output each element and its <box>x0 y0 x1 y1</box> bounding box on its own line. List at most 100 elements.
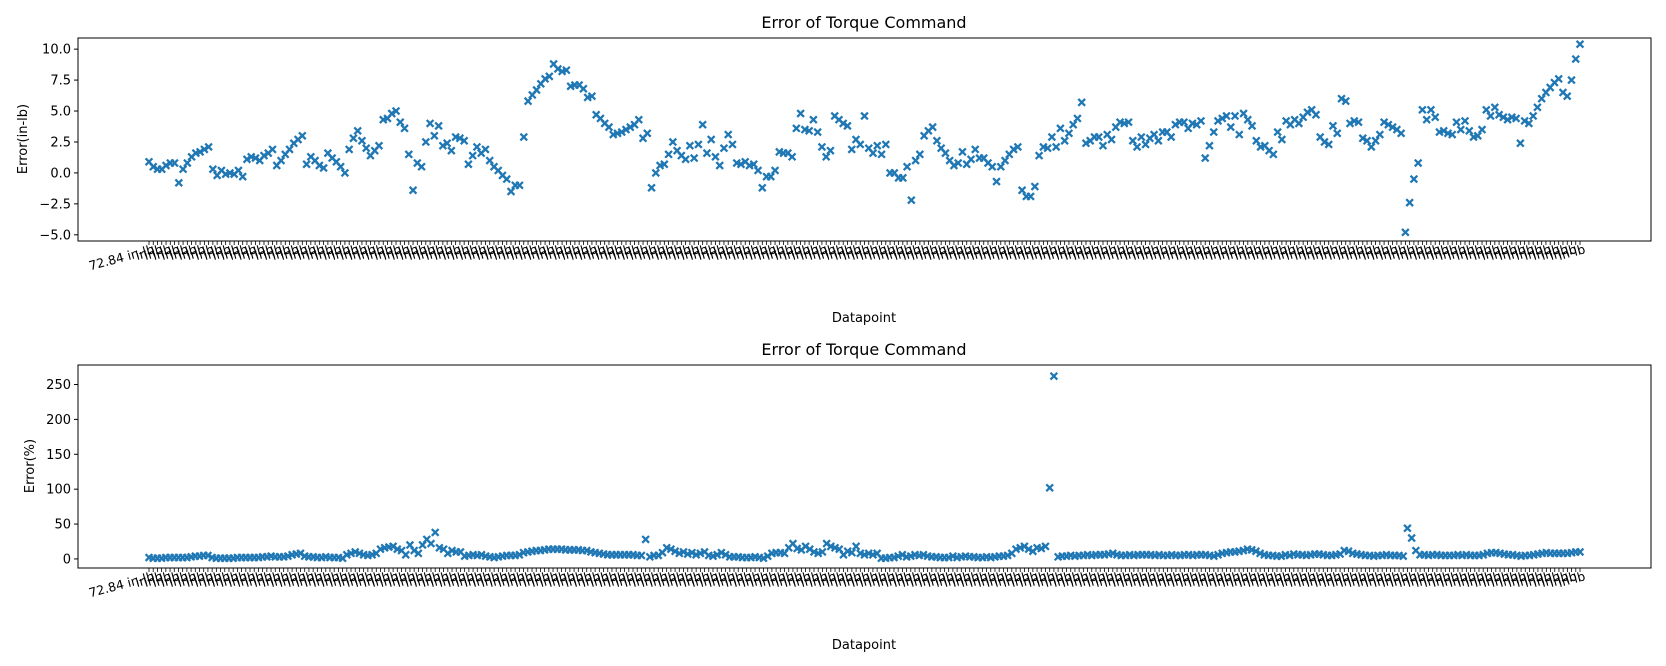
x-tick-label: in-lb <box>262 241 292 263</box>
data-point <box>414 549 423 558</box>
data-point <box>481 145 490 154</box>
x-tick-label: in-lb <box>1497 241 1527 263</box>
data-point <box>813 127 822 137</box>
data-point <box>1013 142 1023 152</box>
data-point <box>234 166 243 175</box>
data-point <box>438 141 448 150</box>
x-tick-label: in-lb <box>328 568 358 590</box>
data-point <box>1388 122 1397 132</box>
data-point <box>1575 39 1585 49</box>
x-tick-label: in-lb <box>986 241 1016 263</box>
x-tick-label: in-lb <box>1284 241 1314 263</box>
x-tick-label: in-lb <box>555 568 585 590</box>
data-point <box>1043 143 1052 153</box>
data-point <box>1482 105 1491 114</box>
x-tick-label: in-lb <box>373 241 403 263</box>
data-point <box>276 156 286 165</box>
x-tick-label: in-lb <box>279 241 309 263</box>
x-tick-label: in-lb <box>900 568 930 590</box>
x-tick-label: in-lb <box>432 241 462 263</box>
x-tick-label: in-lb <box>1371 568 1401 590</box>
data-point <box>1494 110 1504 119</box>
x-tick-label: in-lb <box>1122 241 1152 263</box>
x-tick-label: in-lb <box>1216 241 1246 263</box>
data-point <box>1051 142 1061 152</box>
data-point <box>485 156 494 165</box>
chart-title: Error of Torque Command <box>761 13 966 32</box>
x-tick-label: in-lb <box>269 568 299 590</box>
x-tick-label: in-lb <box>909 241 939 263</box>
x-tick-label: in-lb <box>1420 241 1450 263</box>
x-tick-label: in-lb <box>313 241 343 263</box>
x-tick-label: in-lb <box>1363 568 1393 590</box>
y-tick-label: 200 <box>46 413 71 428</box>
data-point <box>988 162 997 171</box>
data-point <box>736 160 746 169</box>
x-tick-label: in-lb <box>338 241 368 263</box>
x-tick-label: in-lb <box>1429 241 1459 263</box>
data-point <box>694 140 703 149</box>
data-point <box>1149 130 1159 139</box>
data-point <box>1037 544 1046 553</box>
x-tick-label: in-lb <box>1430 568 1460 590</box>
x-tick-label: in-lb <box>1088 241 1118 263</box>
x-tick-label: in-lb <box>294 568 324 590</box>
x-tick-label: in-lb <box>202 241 232 263</box>
data-point <box>170 158 179 168</box>
x-tick-label: in-lb <box>689 568 719 590</box>
x-tick-label: in-lb <box>1237 568 1267 590</box>
x-tick-label: in-lb <box>1531 241 1561 263</box>
data-point <box>336 162 345 171</box>
x-tick-label: in-lb <box>664 568 694 590</box>
x-tick-label: in-lb <box>1003 241 1033 263</box>
x-tick-label: in-lb <box>353 568 383 590</box>
data-point <box>1528 111 1538 121</box>
x-tick-label: in-lb <box>774 568 804 590</box>
x-tick-label: in-lb <box>815 241 845 263</box>
data-point <box>1213 116 1223 126</box>
data-point <box>966 155 976 164</box>
data-point <box>1107 135 1116 144</box>
x-tick-label: in-lb <box>336 568 366 590</box>
data-point <box>251 153 260 163</box>
x-tick-label: in-lb <box>429 568 459 590</box>
x-tick-label: in-lb <box>925 568 955 590</box>
x-tick-label: in-lb <box>764 241 794 263</box>
data-point <box>1511 114 1521 123</box>
x-tick-label: in-lb <box>159 568 189 590</box>
data-point <box>1179 117 1189 127</box>
x-tick-label: in-lb <box>412 568 442 590</box>
data-point <box>928 122 937 132</box>
x-tick-label: in-lb <box>1060 568 1090 590</box>
x-ticks: 72.84 in-lbin-lbin-lbin-lbin-lbin-lbin-l… <box>87 241 1587 273</box>
data-point <box>1073 114 1082 123</box>
x-tick-label: in-lb <box>1471 241 1501 263</box>
data-point <box>1294 119 1304 128</box>
x-tick-label: in-lb <box>892 241 922 263</box>
data-point <box>1024 544 1033 554</box>
x-tick-label: in-lb <box>513 568 543 590</box>
x-tick-label: in-lb <box>143 241 173 263</box>
data-point <box>706 135 716 144</box>
data-point <box>587 91 597 101</box>
data-point <box>1499 113 1508 122</box>
x-tick-label: in-lb <box>277 568 307 590</box>
x-tick-label: in-lb <box>245 241 275 263</box>
data-point <box>183 158 192 168</box>
data-point <box>617 127 626 137</box>
x-tick-label: in-lb <box>151 241 181 263</box>
x-tick-label: in-lb <box>993 568 1023 590</box>
data-point <box>1128 136 1138 145</box>
x-tick-label: in-lb <box>1505 241 1535 263</box>
x-tick-label: in-lb <box>1062 241 1092 263</box>
x-tick-label: in-lb <box>614 568 644 590</box>
x-tick-label: in-lb <box>563 568 593 590</box>
data-point <box>1345 119 1355 128</box>
data-point <box>562 65 571 75</box>
x-tick-label: in-lb <box>781 241 811 263</box>
x-tick-label: in-lb <box>884 241 914 263</box>
x-tick-label: in-lb <box>407 241 437 263</box>
y-ticks: −5.0 −2.5 0.0 2.5 5.0 7.5 10.0 <box>39 43 78 243</box>
x-tick-label: in-lb <box>1301 241 1331 263</box>
data-point <box>877 150 886 159</box>
